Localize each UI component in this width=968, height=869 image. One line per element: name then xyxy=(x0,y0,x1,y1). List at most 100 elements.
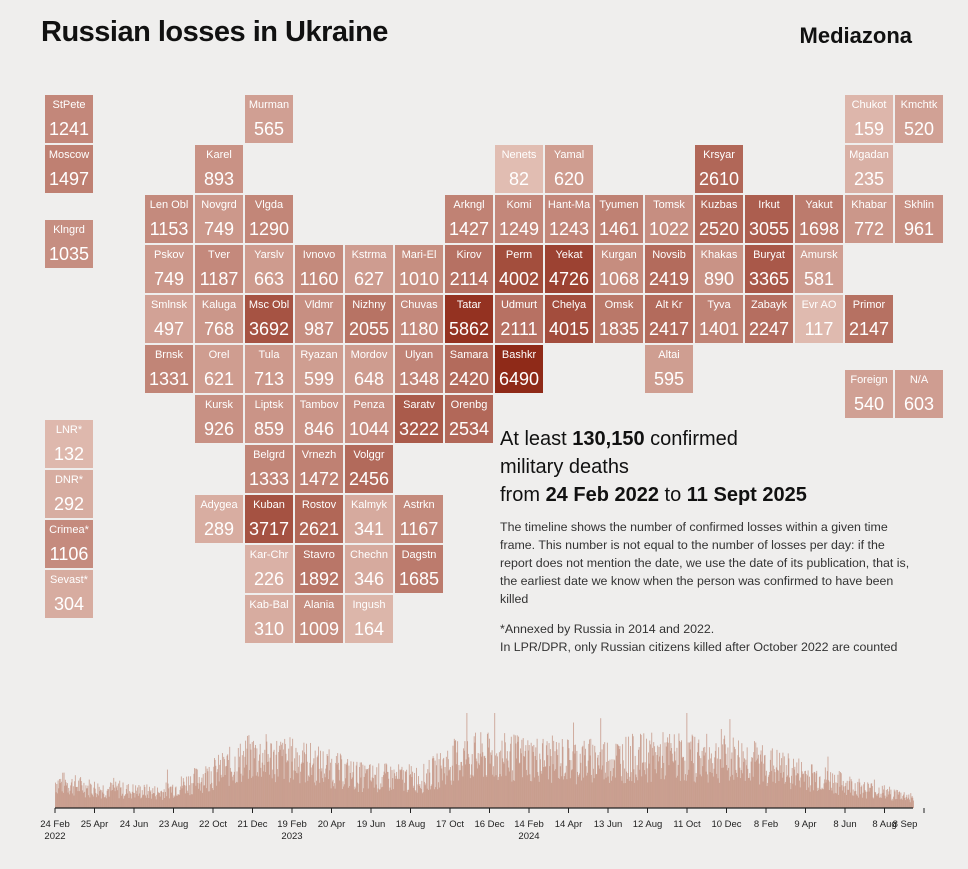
region-tile-karel[interactable]: Karel 893 xyxy=(195,145,243,193)
region-tile-belgrd[interactable]: Belgrd 1333 xyxy=(245,445,293,493)
region-tile-smlnsk[interactable]: Smlnsk 497 xyxy=(145,295,193,343)
region-tile-kstrma[interactable]: Kstrma 627 xyxy=(345,245,393,293)
region-tile-tyva[interactable]: Tyva 1401 xyxy=(695,295,743,343)
timeline-bar xyxy=(157,787,158,808)
region-tile-orenbg[interactable]: Orenbg 2534 xyxy=(445,395,493,443)
region-tile-kmchtk[interactable]: Kmchtk 520 xyxy=(895,95,943,143)
region-tile-pskov[interactable]: Pskov 749 xyxy=(145,245,193,293)
region-tile-n-a[interactable]: N/A 603 xyxy=(895,370,943,418)
region-tile-omsk[interactable]: Omsk 1835 xyxy=(595,295,643,343)
timeline-bar xyxy=(352,772,354,808)
timeline-bar xyxy=(356,761,358,808)
region-tile-khabar[interactable]: Khabar 772 xyxy=(845,195,893,243)
region-tile-vldmr[interactable]: Vldmr 987 xyxy=(295,295,343,343)
region-tile-tatar[interactable]: Tatar 5862 xyxy=(445,295,493,343)
region-tile-adygea[interactable]: Adygea 289 xyxy=(195,495,243,543)
region-tile-komi[interactable]: Komi 1249 xyxy=(495,195,543,243)
timeline-bar xyxy=(82,790,84,808)
region-tile-mordov[interactable]: Mordov 648 xyxy=(345,345,393,393)
region-tile-nizhny[interactable]: Nizhny 2055 xyxy=(345,295,393,343)
region-tile-lnr[interactable]: LNR* 132 xyxy=(45,420,93,468)
region-tile-samara[interactable]: Samara 2420 xyxy=(445,345,493,393)
region-tile-alania[interactable]: Alania 1009 xyxy=(295,595,343,643)
region-tile-hant-ma[interactable]: Hant-Ma 1243 xyxy=(545,195,593,243)
region-tile-ivnovo[interactable]: Ivnovo 1160 xyxy=(295,245,343,293)
region-tile-yekat[interactable]: Yekat 4726 xyxy=(545,245,593,293)
region-tile-ingush[interactable]: Ingush 164 xyxy=(345,595,393,643)
region-tile-crimea[interactable]: Crimea* 1106 xyxy=(45,520,93,568)
region-tile-primor[interactable]: Primor 2147 xyxy=(845,295,893,343)
region-tile-yarslv[interactable]: Yarslv 663 xyxy=(245,245,293,293)
region-tile-moscow[interactable]: Moscow 1497 xyxy=(45,145,93,193)
region-tile-buryat[interactable]: Buryat 3365 xyxy=(745,245,793,293)
region-tile-stpete[interactable]: StPete 1241 xyxy=(45,95,93,143)
region-tile-tula[interactable]: Tula 713 xyxy=(245,345,293,393)
region-tile-volggr[interactable]: Volggr 2456 xyxy=(345,445,393,493)
region-tile-kalmyk[interactable]: Kalmyk 341 xyxy=(345,495,393,543)
region-tile-bashkr[interactable]: Bashkr 6490 xyxy=(495,345,543,393)
timeline-bar xyxy=(355,765,357,808)
region-tile-chuvas[interactable]: Chuvas 1180 xyxy=(395,295,443,343)
region-tile-klngrd[interactable]: Klngrd 1035 xyxy=(45,220,93,268)
region-tile-amursk[interactable]: Amursk 581 xyxy=(795,245,843,293)
region-tile-tomsk[interactable]: Tomsk 1022 xyxy=(645,195,693,243)
region-tile-yakut[interactable]: Yakut 1698 xyxy=(795,195,843,243)
region-tile-mgadan[interactable]: Mgadan 235 xyxy=(845,145,893,193)
region-tile-udmurt[interactable]: Udmurt 2111 xyxy=(495,295,543,343)
region-tile-dagstn[interactable]: Dagstn 1685 xyxy=(395,545,443,593)
region-tile-khakas[interactable]: Khakas 890 xyxy=(695,245,743,293)
region-tile-brnsk[interactable]: Brnsk 1331 xyxy=(145,345,193,393)
region-tile-sevast[interactable]: Sevast* 304 xyxy=(45,570,93,618)
region-tile-ulyan[interactable]: Ulyan 1348 xyxy=(395,345,443,393)
region-tile-tambov[interactable]: Tambov 846 xyxy=(295,395,343,443)
region-tile-astrkn[interactable]: Astrkn 1167 xyxy=(395,495,443,543)
region-tile-kuban[interactable]: Kuban 3717 xyxy=(245,495,293,543)
region-tile-msc-obl[interactable]: Msc Obl 3692 xyxy=(245,295,293,343)
region-tile-skhlin[interactable]: Skhlin 961 xyxy=(895,195,943,243)
region-tile-novsib[interactable]: Novsib 2419 xyxy=(645,245,693,293)
timeline-bar xyxy=(630,772,632,808)
timeline-chart[interactable]: 24 Feb 25 Apr 24 Jun 23 Aug 22 Oct 21 Dec 19 F… xyxy=(0,700,968,860)
timeline-bar xyxy=(724,744,726,808)
region-tile-kaluga[interactable]: Kaluga 768 xyxy=(195,295,243,343)
region-tile-yamal[interactable]: Yamal 620 xyxy=(545,145,593,193)
region-tile-chukot[interactable]: Chukot 159 xyxy=(845,95,893,143)
region-tile-vrnezh[interactable]: Vrnezh 1472 xyxy=(295,445,343,493)
region-tile-saratv[interactable]: Saratv 3222 xyxy=(395,395,443,443)
region-tile-stavro[interactable]: Stavro 1892 xyxy=(295,545,343,593)
region-tile-chelya[interactable]: Chelya 4015 xyxy=(545,295,593,343)
region-tile-zabayk[interactable]: Zabayk 2247 xyxy=(745,295,793,343)
region-tile-murman[interactable]: Murman 565 xyxy=(245,95,293,143)
region-tile-kurgan[interactable]: Kurgan 1068 xyxy=(595,245,643,293)
region-tile-foreign[interactable]: Foreign 540 xyxy=(845,370,893,418)
region-tile-rostov[interactable]: Rostov 2621 xyxy=(295,495,343,543)
region-tile-tver[interactable]: Tver 1187 xyxy=(195,245,243,293)
region-tile-penza[interactable]: Penza 1044 xyxy=(345,395,393,443)
region-tile-novgrd[interactable]: Novgrd 749 xyxy=(195,195,243,243)
region-tile-kursk[interactable]: Kursk 926 xyxy=(195,395,243,443)
region-tile-len-obl[interactable]: Len Obl 1153 xyxy=(145,195,193,243)
region-tile-kirov[interactable]: Kirov 2114 xyxy=(445,245,493,293)
region-tile-evr-ao[interactable]: Evr AO 117 xyxy=(795,295,843,343)
timeline-bar xyxy=(557,777,559,808)
brand-logo[interactable]: Mediazona xyxy=(799,23,912,48)
region-tile-ryazan[interactable]: Ryazan 599 xyxy=(295,345,343,393)
region-tile-arkngl[interactable]: Arkngl 1427 xyxy=(445,195,493,243)
region-tile-alt-kr[interactable]: Alt Kr 2417 xyxy=(645,295,693,343)
region-tile-dnr[interactable]: DNR* 292 xyxy=(45,470,93,518)
region-tile-chechn[interactable]: Chechn 346 xyxy=(345,545,393,593)
region-tile-perm[interactable]: Perm 4002 xyxy=(495,245,543,293)
region-tile-nenets[interactable]: Nenets 82 xyxy=(495,145,543,193)
region-tile-irkut[interactable]: Irkut 3055 xyxy=(745,195,793,243)
region-tile-altai[interactable]: Altai 595 xyxy=(645,345,693,393)
timeline-bar xyxy=(561,776,563,808)
region-tile-kar-chr[interactable]: Kar-Chr 226 xyxy=(245,545,293,593)
region-tile-orel[interactable]: Orel 621 xyxy=(195,345,243,393)
region-tile-liptsk[interactable]: Liptsk 859 xyxy=(245,395,293,443)
region-tile-kuzbas[interactable]: Kuzbas 2520 xyxy=(695,195,743,243)
region-tile-kab-bal[interactable]: Kab-Bal 310 xyxy=(245,595,293,643)
region-tile-vlgda[interactable]: Vlgda 1290 xyxy=(245,195,293,243)
region-tile-krsyar[interactable]: Krsyar 2610 xyxy=(695,145,743,193)
region-tile-tyumen[interactable]: Tyumen 1461 xyxy=(595,195,643,243)
region-tile-mari-el[interactable]: Mari-El 1010 xyxy=(395,245,443,293)
